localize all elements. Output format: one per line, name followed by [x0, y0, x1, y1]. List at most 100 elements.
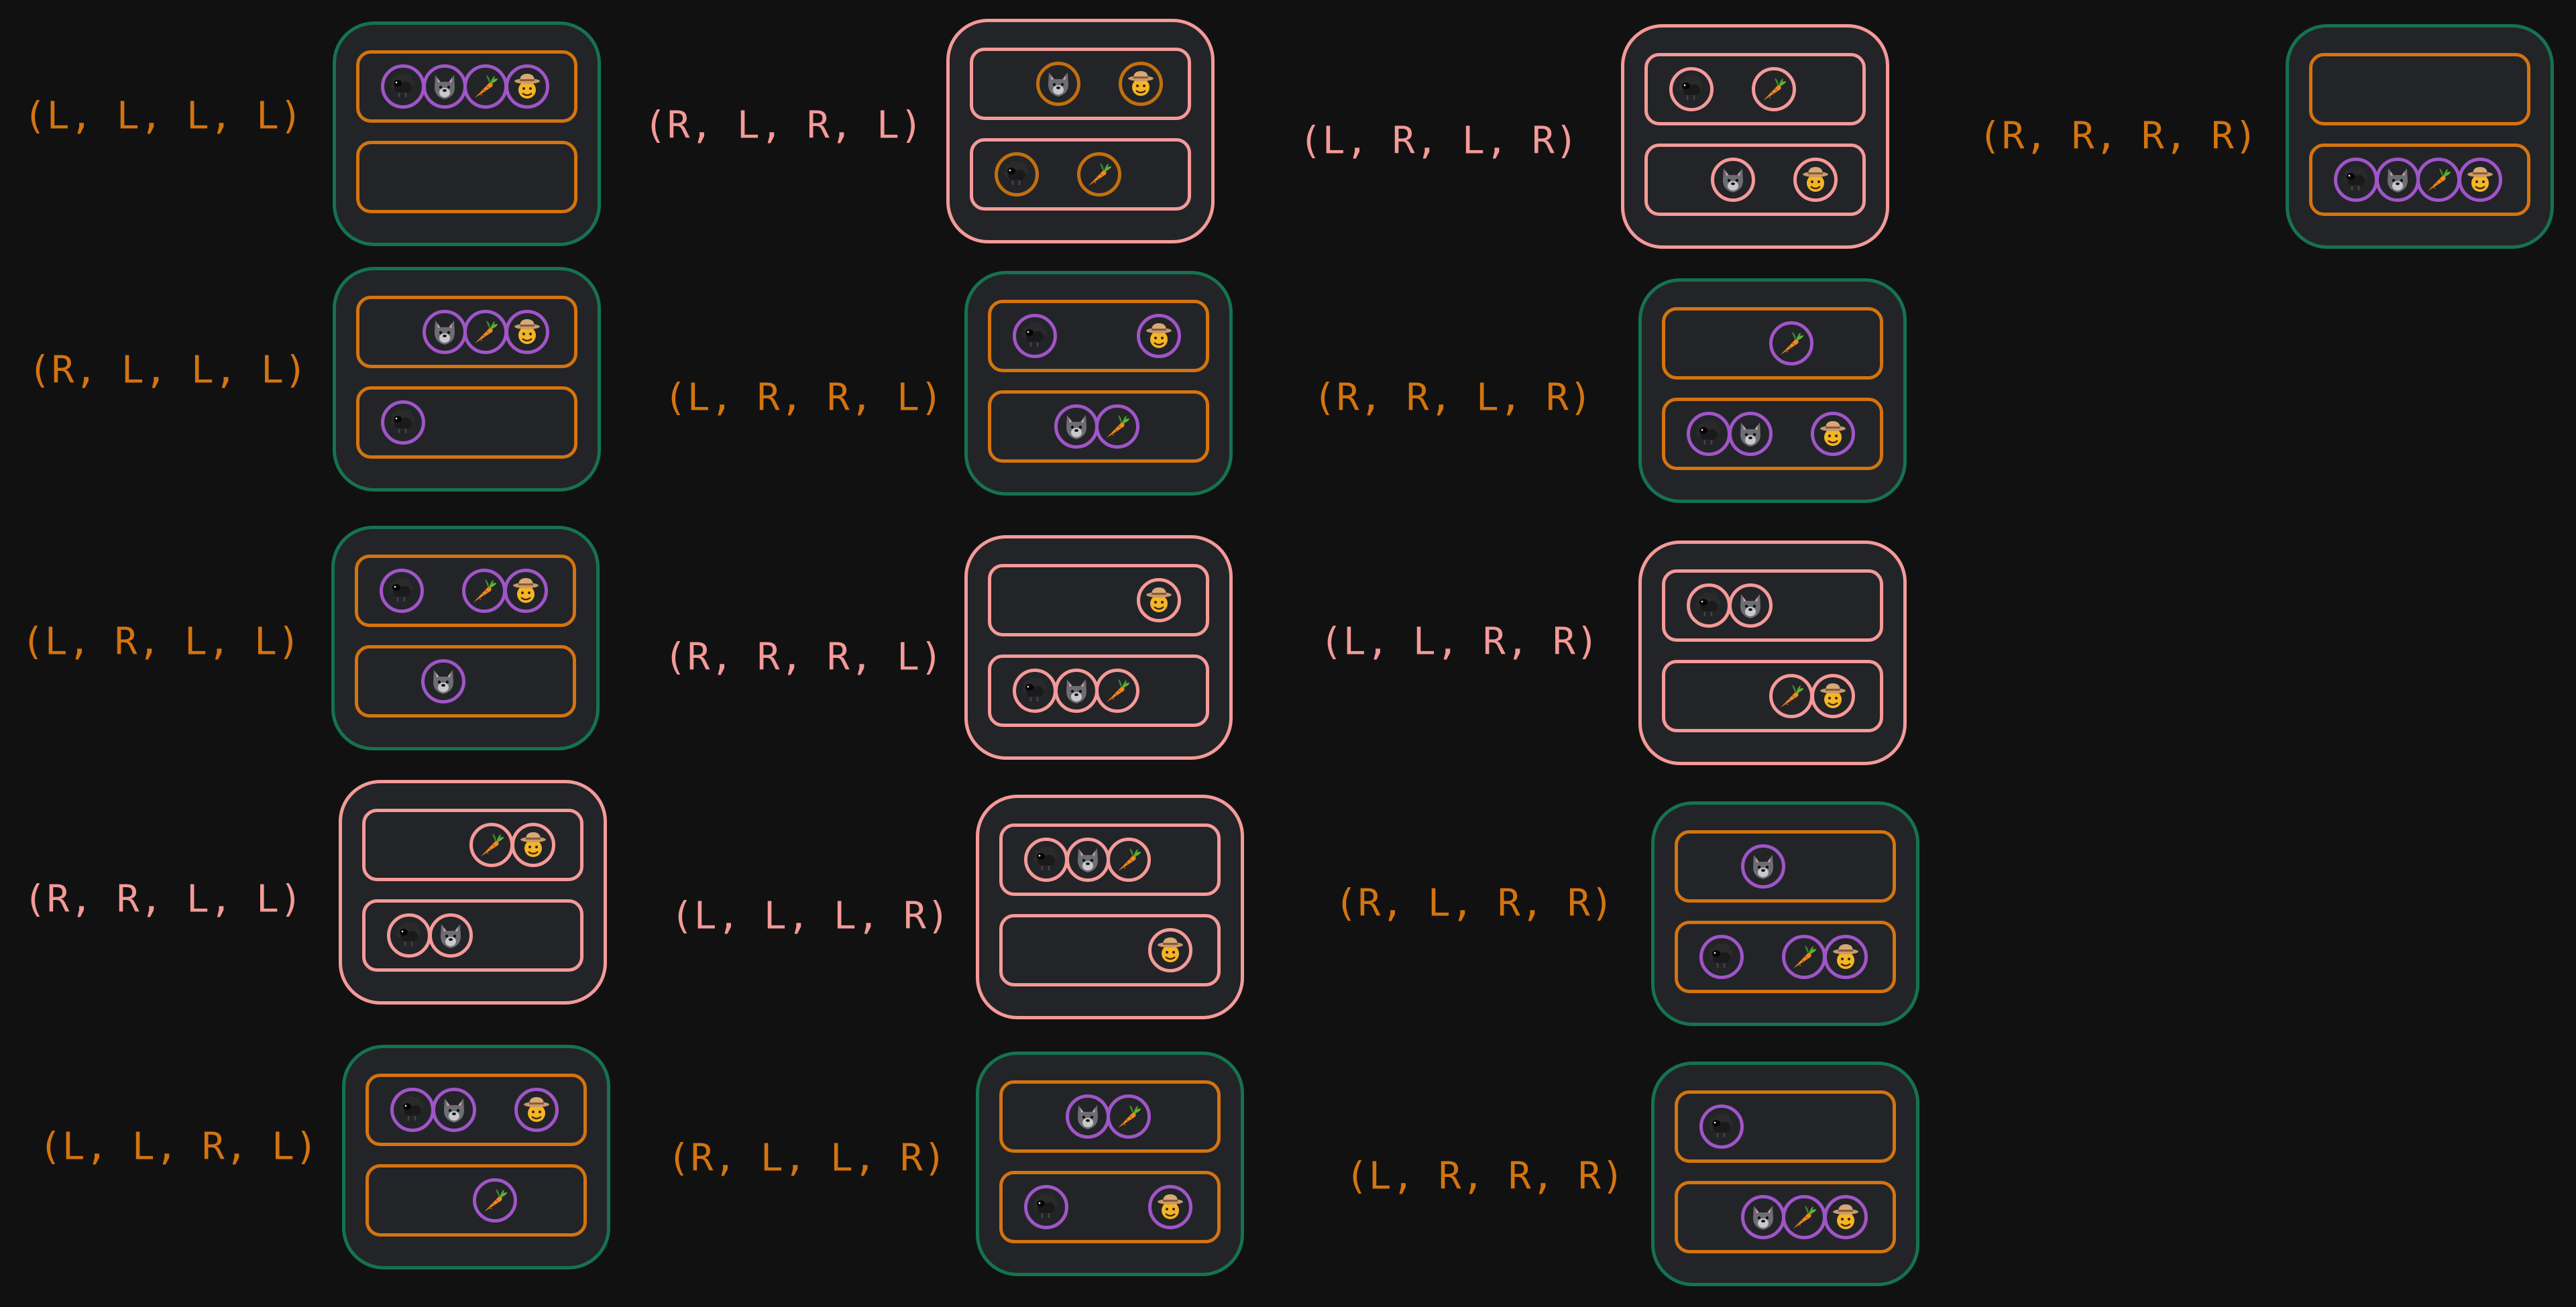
carrot-token: [1782, 935, 1826, 979]
river-bank-top: [362, 809, 583, 881]
state-label: (R, R, R, R): [1978, 114, 2258, 158]
river-bank-top: [970, 48, 1191, 120]
farmer-token: [505, 310, 549, 354]
state-label: (R, L, R, L): [644, 103, 923, 148]
river-bank-top: [356, 50, 577, 123]
state-card: [2286, 24, 2554, 249]
state-card: [333, 21, 601, 246]
state-label: (R, L, R, R): [1335, 881, 1614, 925]
farmer-token: [505, 64, 549, 109]
river-bank-bottom: [1662, 660, 1883, 732]
sheep-token: [1687, 412, 1731, 456]
river-bank-bottom: [1675, 921, 1896, 993]
river-bank-top: [2309, 53, 2530, 125]
farmer-token: [511, 823, 555, 867]
carrot-token: [473, 1178, 517, 1223]
sheep-token: [387, 913, 431, 958]
river-bank-top: [999, 823, 1221, 896]
state-label: (L, L, L, R): [671, 894, 950, 938]
river-bank-top: [1675, 830, 1896, 903]
sheep-token: [995, 152, 1039, 196]
river-bank-top: [1644, 53, 1866, 125]
carrot-token: [2416, 158, 2461, 202]
river-bank-bottom: [1644, 144, 1866, 216]
river-bank-top: [366, 1074, 587, 1146]
state-label: (R, L, L, L): [28, 348, 308, 392]
carrot-token: [1095, 669, 1139, 713]
farmer-token: [1148, 928, 1192, 972]
sheep-token: [1699, 935, 1744, 979]
state-label: (L, L, R, L): [39, 1125, 319, 1169]
carrot-token: [1752, 67, 1796, 111]
river-bank-top: [988, 300, 1209, 372]
farmer-token: [1793, 158, 1838, 202]
farmer-token: [1824, 935, 1868, 979]
farmer-token: [1811, 412, 1855, 456]
farmer-token: [1148, 1185, 1192, 1229]
river-bank-top: [988, 564, 1209, 636]
wolf-token: [1741, 1195, 1785, 1239]
wolf-token: [1066, 838, 1110, 882]
carrot-token: [462, 569, 506, 613]
river-bank-top: [355, 555, 576, 627]
state-label: (L, R, R, L): [664, 376, 944, 420]
state-label: (R, R, L, R): [1313, 376, 1593, 420]
state-card: [1621, 24, 1889, 249]
wolf-token: [1036, 62, 1080, 106]
carrot-token: [1769, 321, 1813, 365]
state-label: (R, R, L, L): [23, 877, 303, 921]
sheep-token: [380, 569, 424, 613]
carrot-token: [469, 823, 514, 867]
state-label: (R, L, L, R): [667, 1136, 947, 1180]
river-bank-bottom: [356, 386, 577, 459]
wolf-token: [1711, 158, 1755, 202]
river-bank-bottom: [970, 138, 1191, 211]
river-bank-top: [356, 296, 577, 368]
river-bank-bottom: [356, 141, 577, 213]
state-card: [1638, 278, 1907, 503]
state-card: [946, 19, 1215, 243]
farmer-token: [514, 1088, 559, 1132]
river-bank-bottom: [362, 899, 583, 972]
state-label: (L, R, L, L): [21, 620, 301, 664]
state-card: [976, 795, 1244, 1019]
wolf-token: [2375, 158, 2420, 202]
carrot-token: [1077, 152, 1121, 196]
sheep-token: [1024, 838, 1068, 882]
carrot-token: [1782, 1195, 1826, 1239]
carrot-token: [463, 64, 508, 109]
sheep-token: [381, 400, 425, 445]
carrot-token: [1095, 404, 1139, 449]
wolf-token: [432, 1088, 476, 1132]
wolf-token: [1054, 404, 1099, 449]
river-bank-bottom: [366, 1164, 587, 1237]
sheep-token: [381, 64, 425, 109]
farmer-token: [1119, 62, 1163, 106]
state-card: [1638, 541, 1907, 765]
wolf-token: [429, 913, 473, 958]
sheep-token: [1024, 1185, 1068, 1229]
carrot-token: [1107, 838, 1151, 882]
wolf-token: [1728, 412, 1773, 456]
river-bank-bottom: [1662, 398, 1883, 470]
state-card: [339, 780, 607, 1005]
state-label: (L, R, R, R): [1345, 1154, 1625, 1198]
state-card: [976, 1052, 1244, 1276]
river-bank-top: [999, 1080, 1221, 1153]
farmer-token: [1137, 578, 1181, 622]
river-bank-bottom: [2309, 144, 2530, 216]
state-card: [342, 1045, 610, 1269]
wolf-token: [1054, 669, 1099, 713]
farmer-token: [1811, 674, 1855, 718]
farmer-token: [1137, 314, 1181, 358]
sheep-token: [2334, 158, 2378, 202]
river-bank-bottom: [988, 390, 1209, 463]
wolf-token: [421, 659, 465, 703]
river-bank-bottom: [999, 914, 1221, 986]
state-card: [964, 271, 1233, 496]
wolf-token: [1728, 583, 1773, 628]
state-label: (L, R, L, R): [1299, 119, 1579, 163]
state-label: (L, L, L, L): [23, 94, 303, 138]
wolf-token: [1741, 844, 1785, 889]
river-bank-top: [1662, 307, 1883, 380]
